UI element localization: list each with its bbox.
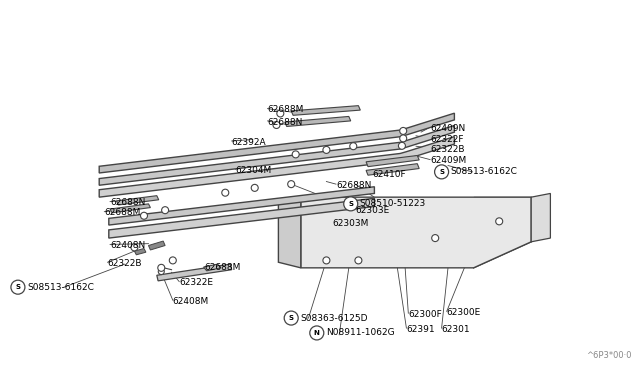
Text: S: S: [289, 315, 294, 321]
Polygon shape: [291, 106, 360, 115]
Circle shape: [323, 147, 330, 153]
Text: S: S: [348, 201, 353, 207]
Circle shape: [252, 185, 258, 191]
Text: S: S: [15, 284, 20, 290]
Circle shape: [222, 189, 228, 196]
Polygon shape: [109, 187, 374, 225]
Text: 62322B: 62322B: [430, 145, 465, 154]
Polygon shape: [366, 155, 419, 167]
Text: 62688M: 62688M: [104, 208, 141, 217]
Text: 62688M: 62688M: [268, 105, 304, 114]
Text: 62300E: 62300E: [447, 308, 481, 317]
Polygon shape: [134, 248, 146, 255]
Text: 62322B: 62322B: [108, 259, 142, 268]
Circle shape: [158, 269, 164, 275]
Polygon shape: [285, 116, 351, 126]
Text: S08513-6162C: S08513-6162C: [451, 167, 518, 176]
Text: 62688N: 62688N: [336, 181, 371, 190]
Text: 62303E: 62303E: [355, 206, 390, 215]
Text: N: N: [314, 330, 320, 336]
Text: 62688N: 62688N: [268, 118, 303, 126]
Text: S: S: [439, 169, 444, 175]
Circle shape: [496, 218, 502, 225]
Text: S08510-51223: S08510-51223: [360, 199, 426, 208]
Text: 62410F: 62410F: [372, 170, 406, 179]
Polygon shape: [109, 198, 374, 238]
Text: 62303M: 62303M: [333, 219, 369, 228]
Polygon shape: [110, 204, 150, 213]
Polygon shape: [116, 196, 159, 205]
Polygon shape: [366, 164, 419, 175]
Text: N08911-1062G: N08911-1062G: [326, 328, 394, 337]
Text: ^6P3*00·0: ^6P3*00·0: [586, 351, 632, 360]
Circle shape: [284, 311, 298, 325]
Circle shape: [344, 197, 358, 211]
Text: 62688M: 62688M: [205, 263, 241, 272]
Circle shape: [350, 143, 356, 150]
Circle shape: [435, 165, 449, 179]
Polygon shape: [531, 193, 550, 242]
Circle shape: [310, 326, 324, 340]
Text: 62392A: 62392A: [232, 138, 266, 147]
Text: 62688N: 62688N: [110, 198, 145, 207]
Text: 62322E: 62322E: [179, 278, 213, 287]
Text: S08363-6125D: S08363-6125D: [300, 314, 368, 323]
Circle shape: [162, 207, 168, 214]
Circle shape: [131, 244, 138, 251]
Text: 62301: 62301: [442, 325, 470, 334]
Circle shape: [400, 128, 406, 134]
Polygon shape: [301, 197, 531, 268]
Text: 62409N: 62409N: [430, 124, 465, 133]
Polygon shape: [278, 197, 301, 268]
Circle shape: [323, 257, 330, 264]
Text: S08513-6162C: S08513-6162C: [27, 283, 94, 292]
Polygon shape: [157, 264, 232, 281]
Circle shape: [273, 122, 280, 128]
Polygon shape: [148, 241, 165, 250]
Circle shape: [400, 135, 406, 142]
Circle shape: [11, 280, 25, 294]
Text: 62304M: 62304M: [236, 166, 272, 175]
Text: 62408N: 62408N: [110, 241, 145, 250]
Polygon shape: [99, 137, 454, 197]
Text: 62391: 62391: [406, 325, 435, 334]
Text: 62300F: 62300F: [408, 310, 442, 319]
Polygon shape: [99, 113, 454, 173]
Circle shape: [355, 257, 362, 264]
Circle shape: [158, 264, 164, 271]
Text: 62409M: 62409M: [430, 156, 467, 165]
Text: 62408M: 62408M: [173, 297, 209, 306]
Circle shape: [277, 110, 284, 117]
Circle shape: [399, 142, 405, 149]
Polygon shape: [204, 264, 221, 271]
Circle shape: [292, 151, 299, 158]
Circle shape: [288, 181, 294, 187]
Circle shape: [170, 257, 176, 264]
Text: 62322F: 62322F: [430, 135, 463, 144]
Circle shape: [141, 212, 147, 219]
Polygon shape: [99, 125, 454, 185]
Circle shape: [432, 235, 438, 241]
